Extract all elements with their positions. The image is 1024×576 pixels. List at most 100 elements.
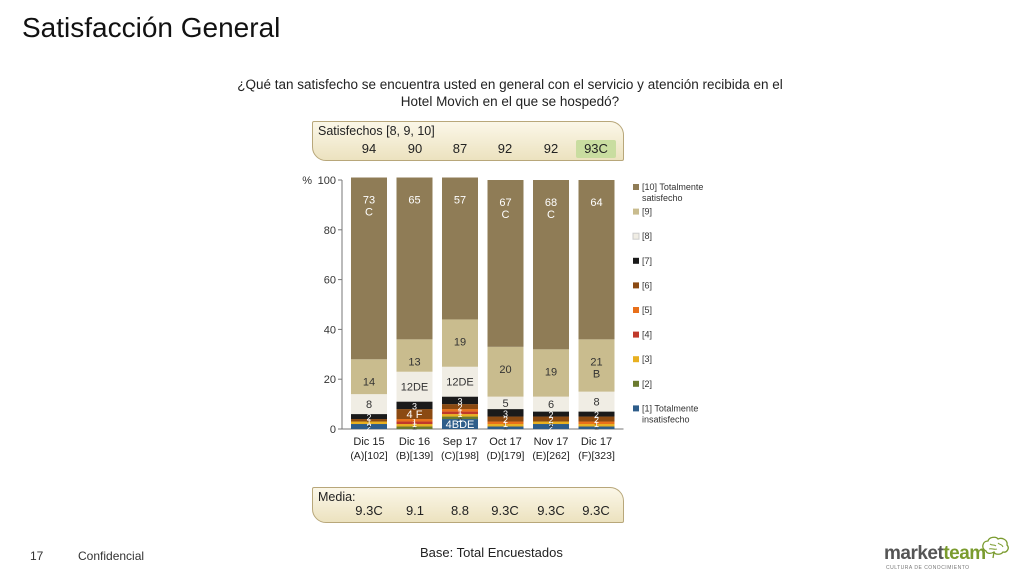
bar-segment xyxy=(351,394,387,415)
bar-segment xyxy=(533,180,569,350)
data-label: 19 xyxy=(545,366,557,378)
data-label: 67 xyxy=(499,197,511,209)
data-label: 2 xyxy=(548,423,553,433)
legend-label: [7] xyxy=(642,256,652,266)
x-tick-label: Dic 17 xyxy=(581,436,612,448)
x-tick-sublabel: (B)[139] xyxy=(396,450,433,462)
y-tick-label: 60 xyxy=(324,275,336,287)
data-label: 2 xyxy=(548,415,553,425)
bar-segment xyxy=(487,180,524,347)
data-label: 65 xyxy=(408,195,420,207)
y-unit-label: % xyxy=(302,175,312,187)
legend-swatch xyxy=(633,208,639,215)
data-label: 2 xyxy=(366,423,371,433)
x-tick-sublabel: (F)[323] xyxy=(578,450,615,462)
x-tick-label: Nov 17 xyxy=(534,436,569,448)
bar-segment xyxy=(533,421,569,425)
legend-label: [6] xyxy=(642,280,652,290)
bar-segment xyxy=(442,319,478,367)
data-label: 3 xyxy=(503,409,508,419)
x-tick-sublabel: (D)[179] xyxy=(487,450,525,462)
data-label: 1 xyxy=(412,416,417,426)
legend-swatch xyxy=(633,184,639,190)
data-label: 3 xyxy=(412,401,417,411)
legend-label: [9] xyxy=(642,207,652,217)
bar-segment xyxy=(533,396,569,412)
satisfied-banner: Satisfechos [8, 9, 10] 94 90 87 92 92 93… xyxy=(312,121,624,161)
x-tick-label: Oct 17 xyxy=(489,436,521,448)
data-label: 1 xyxy=(594,421,599,431)
bar-segment xyxy=(442,366,478,397)
legend-swatch xyxy=(633,405,639,412)
data-label: 1 xyxy=(366,419,371,429)
data-label: 1 xyxy=(412,424,417,434)
question-line-2: Hotel Movich en el que se hospedó? xyxy=(400,94,620,109)
survey-question: ¿Qué tan satisfecho se encuentra usted e… xyxy=(180,76,840,110)
y-tick-label: 20 xyxy=(324,374,336,386)
bar-segment xyxy=(487,424,524,427)
data-label: 1 xyxy=(366,416,371,426)
question-line-1: ¿Qué tan satisfecho se encuentra usted e… xyxy=(237,77,783,92)
bar-segment xyxy=(396,339,433,372)
mean-value: 8.8 xyxy=(450,503,470,518)
y-tick-label: 40 xyxy=(324,324,336,336)
bar-segment xyxy=(487,396,524,410)
bar-segment xyxy=(351,419,387,422)
legend-swatch xyxy=(633,307,639,313)
legend-label: [10] Totalmente xyxy=(642,182,703,192)
legend-swatch xyxy=(633,257,639,264)
legend-swatch xyxy=(633,282,639,289)
page-number: 17 xyxy=(30,549,44,563)
bar-segment xyxy=(396,409,433,420)
legend-swatch xyxy=(633,331,639,338)
data-label: B xyxy=(593,368,600,380)
x-tick-sublabel: (A)[102] xyxy=(350,450,387,462)
y-tick-label: 0 xyxy=(330,424,336,436)
logo-word-a: market xyxy=(884,543,944,564)
data-label: 73 xyxy=(363,195,375,207)
data-label: 1 xyxy=(594,424,599,434)
mean-value: 9.3C xyxy=(491,503,519,518)
data-label: 1 xyxy=(503,421,508,431)
base-note: Base: Total Encuestados xyxy=(420,545,563,560)
legend-label: satisfecho xyxy=(642,193,683,203)
data-label: 2 xyxy=(503,415,508,425)
x-tick-label: Sep 17 xyxy=(443,436,478,448)
bar-segment xyxy=(351,177,387,360)
bar-segment xyxy=(442,409,478,412)
data-label: 1 xyxy=(412,421,417,431)
legend-swatch xyxy=(633,380,639,387)
data-label: 8 xyxy=(366,399,372,411)
data-label: 2 xyxy=(366,413,371,423)
data-label: 12DE xyxy=(446,377,474,389)
data-label: 4BDE xyxy=(446,419,475,431)
confidential-label: Confidencial xyxy=(78,549,145,563)
satisfied-value: 93C xyxy=(576,140,616,158)
legend-label: [8] xyxy=(642,231,652,241)
bar-segment xyxy=(487,421,524,425)
legend-label: [2] xyxy=(642,379,652,389)
satisfied-label: Satisfechos [8, 9, 10] xyxy=(318,124,435,138)
bar-segment xyxy=(487,416,524,422)
bar-segment xyxy=(351,414,387,420)
data-label: 21 xyxy=(590,356,602,368)
data-label: 64 xyxy=(590,197,602,209)
x-tick-label: Dic 16 xyxy=(399,436,430,448)
x-tick-sublabel: (C)[198] xyxy=(441,450,479,462)
data-label: 1 xyxy=(457,414,462,424)
y-tick-label: 100 xyxy=(318,175,336,187)
bar-segment xyxy=(487,426,524,429)
legend-label: [1] Totalmente xyxy=(642,403,698,413)
bar-segment xyxy=(578,180,615,340)
bar-segment xyxy=(578,421,615,425)
data-label: C xyxy=(365,207,373,219)
bar-segment xyxy=(351,424,387,429)
data-label: 1 xyxy=(457,409,462,419)
legend-label: [3] xyxy=(642,354,652,364)
legend-label: [4] xyxy=(642,330,652,340)
data-label: 8 xyxy=(593,397,599,409)
satisfied-value: 92 xyxy=(497,141,513,156)
bar-segment xyxy=(351,359,387,395)
mean-label: Media: xyxy=(318,490,356,504)
